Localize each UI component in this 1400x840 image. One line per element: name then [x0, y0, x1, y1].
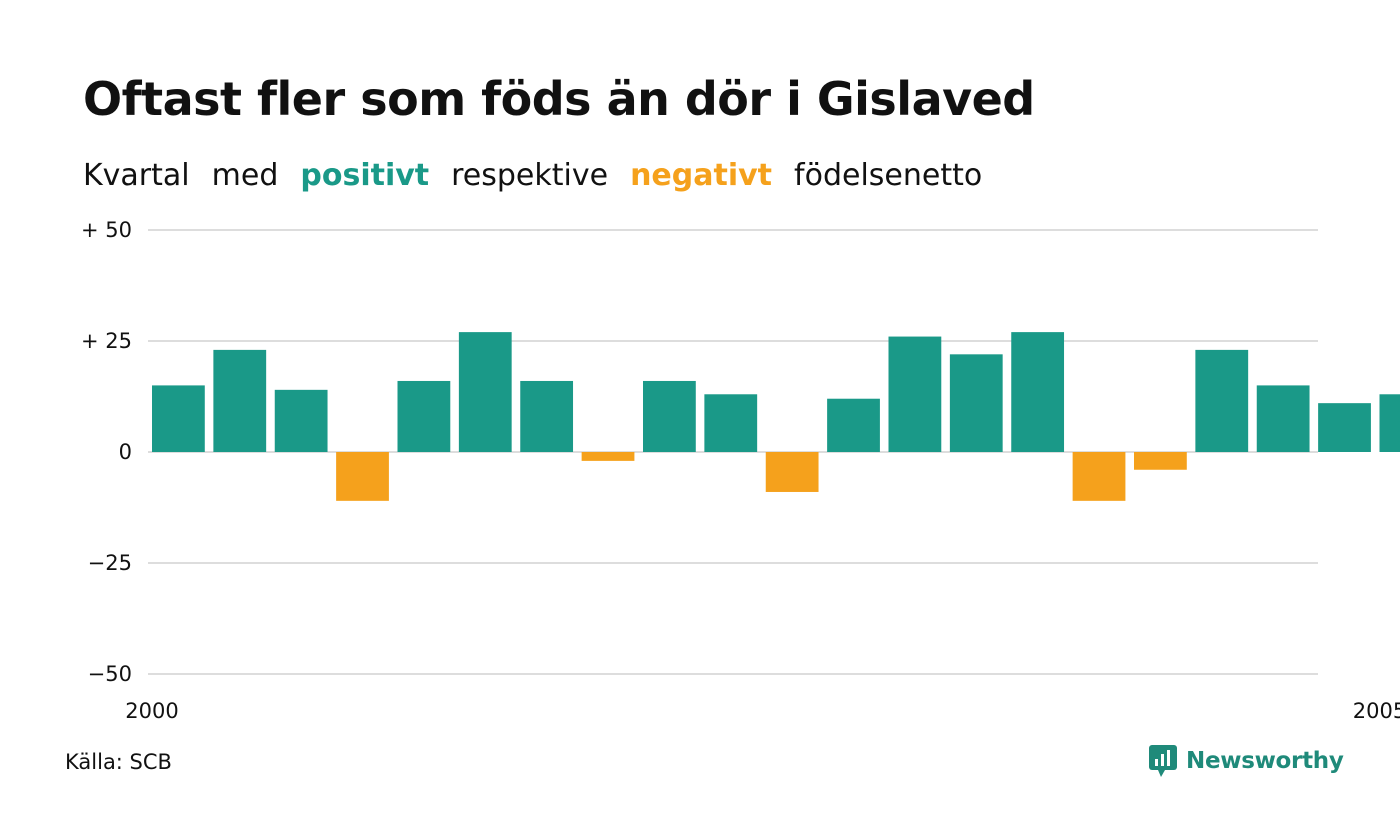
- y-axis-ticks: + 50 + 25 0 −25 −50: [81, 218, 132, 686]
- bar-positive: [643, 380, 696, 452]
- y-tick-label: + 50: [81, 218, 132, 242]
- bar-positive: [213, 349, 267, 452]
- x-tick-label: 2000: [125, 699, 178, 723]
- bar-positive: [458, 332, 512, 452]
- logo-text: Newsworthy: [1186, 748, 1344, 774]
- subtitle-word-4: respektive: [451, 158, 609, 193]
- source-label: Källa: SCB: [65, 750, 172, 774]
- bar-negative: [1134, 452, 1187, 470]
- subtitle-word-1: Kvartal: [83, 158, 190, 193]
- bar-negative: [1072, 452, 1126, 501]
- bar-positive: [274, 389, 328, 452]
- bar-positive: [949, 354, 1003, 452]
- chart-subtitle: Kvartal med positivt respektive negativt föde…: [83, 158, 1004, 193]
- bar-positive: [704, 394, 758, 452]
- x-tick-label: 2005: [1353, 699, 1400, 723]
- bar-positive: [827, 398, 880, 452]
- subtitle-positive: positivt: [300, 158, 430, 193]
- y-tick-label: −25: [88, 551, 132, 575]
- y-tick-label: −50: [88, 662, 132, 686]
- subtitle-word-6: födelsenetto: [794, 158, 983, 193]
- subtitle-word-2: med: [211, 158, 279, 193]
- bar-positive: [1011, 332, 1065, 452]
- bar-positive: [1195, 349, 1249, 452]
- bar-positive: [1256, 385, 1310, 452]
- bar-negative: [581, 452, 635, 461]
- bar-positive: [397, 380, 451, 452]
- newsworthy-logo[interactable]: Newsworthy: [1148, 744, 1344, 778]
- bar-positive: [1318, 403, 1371, 452]
- bars: [152, 332, 1400, 501]
- y-tick-label: + 25: [81, 329, 132, 353]
- bar-positive: [520, 380, 574, 452]
- bar-positive: [888, 336, 942, 452]
- x-axis-ticks: 20002005201020152020: [125, 699, 1400, 723]
- bar-positive: [1379, 394, 1400, 452]
- y-tick-label: 0: [119, 440, 132, 464]
- chart-title: Oftast fler som föds än dör i Gislaved: [83, 72, 1035, 126]
- bar-positive: [152, 385, 205, 452]
- chart-icon: [1149, 745, 1177, 777]
- subtitle-negative: negativt: [630, 158, 773, 193]
- bar-negative: [765, 452, 819, 492]
- bar-negative: [336, 452, 389, 501]
